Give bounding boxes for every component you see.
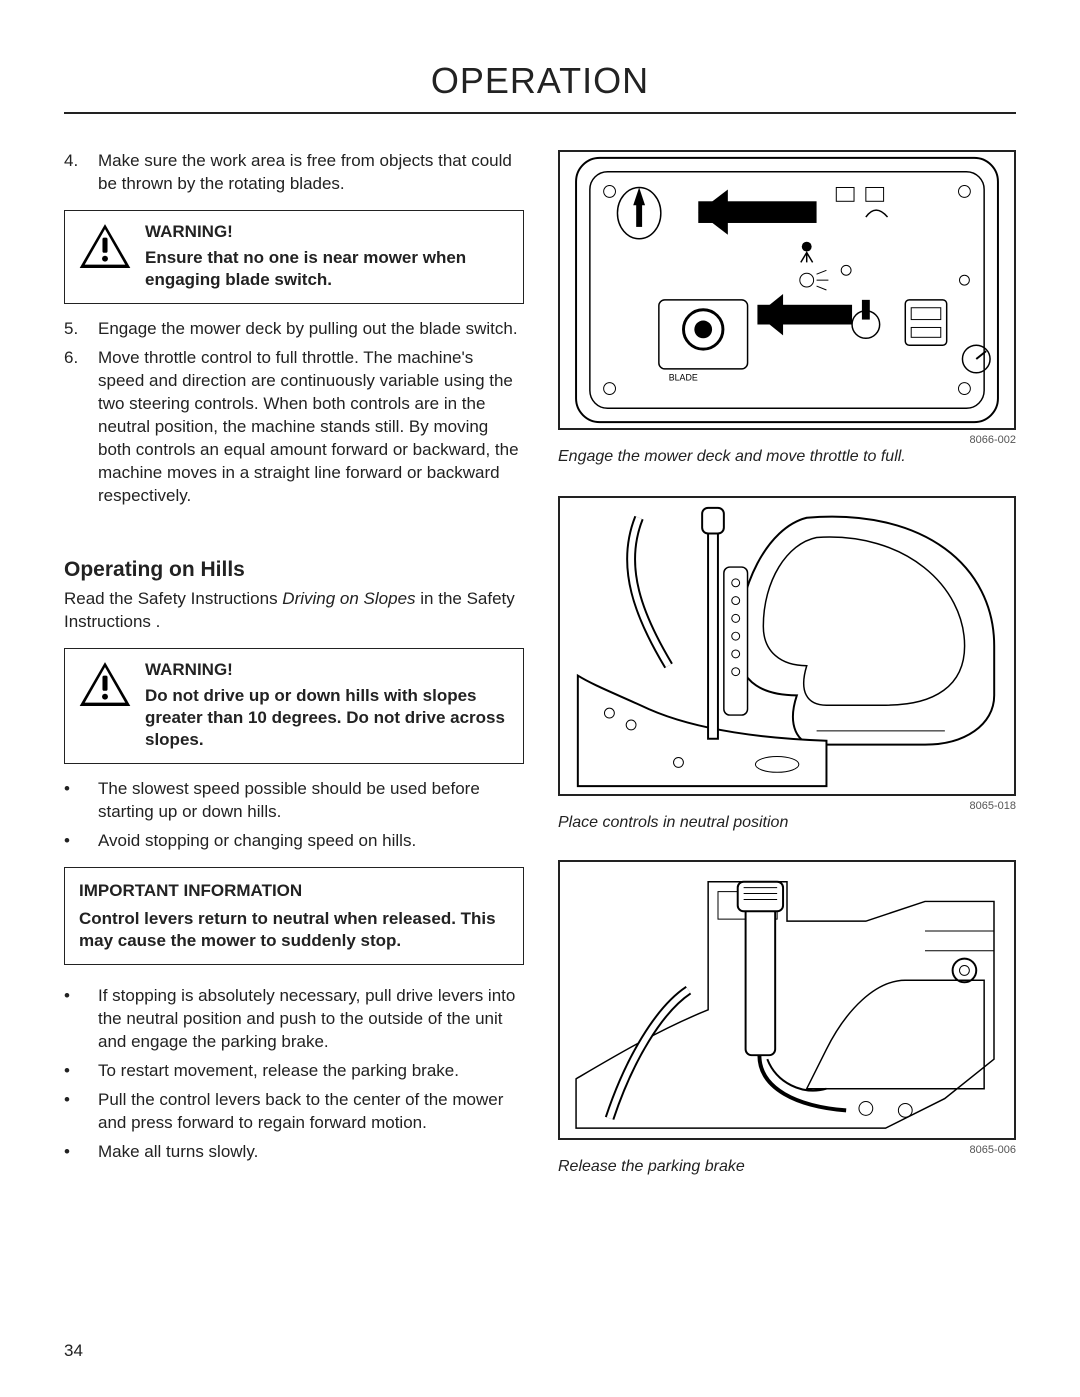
- bullet-text: Pull the control levers back to the cent…: [98, 1089, 524, 1135]
- list-text: Engage the mower deck by pulling out the…: [98, 318, 524, 341]
- list-number: 4.: [64, 150, 98, 196]
- svg-text:BLADE: BLADE: [669, 373, 698, 383]
- list-text: Move throttle control to full throttle. …: [98, 347, 524, 508]
- list-text: Make sure the work area is free from obj…: [98, 150, 524, 196]
- left-column: 4. Make sure the work area is free from …: [64, 150, 524, 1176]
- right-column: BLADE 8066-00: [558, 150, 1016, 1176]
- figure-parking-brake: [558, 860, 1016, 1140]
- figure-neutral-controls: [558, 496, 1016, 796]
- warning-triangle-icon: [77, 221, 133, 271]
- bullet-text: To restart movement, release the parking…: [98, 1060, 459, 1083]
- intro-paragraph: Read the Safety Instructions Driving on …: [64, 588, 524, 634]
- warning-triangle-icon: [77, 659, 133, 709]
- warning-heading: WARNING!: [145, 659, 511, 681]
- figure-control-panel: BLADE: [558, 150, 1016, 430]
- important-info-box: IMPORTANT INFORMATION Control levers ret…: [64, 867, 524, 965]
- figure-code: 8066-002: [558, 434, 1016, 446]
- list-item: To restart movement, release the parking…: [64, 1060, 524, 1083]
- list-item: 4. Make sure the work area is free from …: [64, 150, 524, 196]
- para-pre: Read the Safety Instructions: [64, 589, 282, 608]
- figure-code: 8065-018: [558, 800, 1016, 812]
- bullet-text: The slowest speed possible should be use…: [98, 778, 524, 824]
- figure-code: 8065-006: [558, 1144, 1016, 1156]
- info-body: Control levers return to neutral when re…: [79, 908, 509, 952]
- list-item: Pull the control levers back to the cent…: [64, 1089, 524, 1135]
- list-number: 6.: [64, 347, 98, 508]
- figure-caption: Place controls in neutral position: [558, 814, 1016, 832]
- warning-heading: WARNING!: [145, 221, 511, 243]
- list-item: Avoid stopping or changing speed on hill…: [64, 830, 524, 853]
- warning-body: Do not drive up or down hills with slope…: [145, 685, 511, 751]
- bullet-text: Avoid stopping or changing speed on hill…: [98, 830, 416, 853]
- page-title: OPERATION: [64, 60, 1016, 114]
- para-italic: Driving on Slopes: [282, 589, 415, 608]
- warning-box-1: WARNING! Ensure that no one is near mowe…: [64, 210, 524, 304]
- bullet-text: Make all turns slowly.: [98, 1141, 258, 1164]
- warning-box-2: WARNING! Do not drive up or down hills w…: [64, 648, 524, 764]
- numbered-list-2: 5. Engage the mower deck by pulling out …: [64, 318, 524, 508]
- warning-text: WARNING! Do not drive up or down hills w…: [145, 659, 511, 751]
- list-number: 5.: [64, 318, 98, 341]
- list-item: The slowest speed possible should be use…: [64, 778, 524, 824]
- list-item: 6. Move throttle control to full throttl…: [64, 347, 524, 508]
- page-number: 34: [64, 1341, 83, 1361]
- warning-text: WARNING! Ensure that no one is near mowe…: [145, 221, 511, 291]
- bullet-list-2: If stopping is absolutely necessary, pul…: [64, 985, 524, 1164]
- figure-caption: Engage the mower deck and move throttle …: [558, 448, 1016, 466]
- two-column-layout: 4. Make sure the work area is free from …: [64, 150, 1016, 1176]
- list-item: If stopping is absolutely necessary, pul…: [64, 985, 524, 1054]
- figure-caption: Release the parking brake: [558, 1158, 1016, 1176]
- list-item: 5. Engage the mower deck by pulling out …: [64, 318, 524, 341]
- subheading-operating-on-hills: Operating on Hills: [64, 558, 524, 582]
- info-heading: IMPORTANT INFORMATION: [79, 880, 509, 902]
- bullet-text: If stopping is absolutely necessary, pul…: [98, 985, 524, 1054]
- bullet-list-1: The slowest speed possible should be use…: [64, 778, 524, 853]
- warning-body: Ensure that no one is near mower when en…: [145, 247, 511, 291]
- list-item: Make all turns slowly.: [64, 1141, 524, 1164]
- numbered-list-1: 4. Make sure the work area is free from …: [64, 150, 524, 196]
